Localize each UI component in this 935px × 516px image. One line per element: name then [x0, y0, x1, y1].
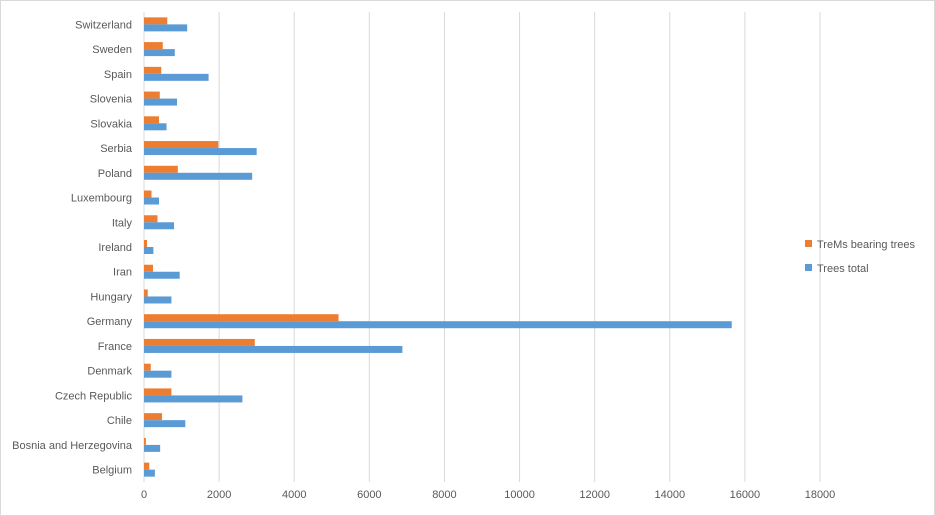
- bar-trees-total: [144, 271, 180, 279]
- category-label: Spain: [104, 69, 132, 81]
- x-tick-label: 0: [141, 489, 147, 501]
- bar-trems: [144, 289, 148, 297]
- x-tick-label: 14000: [654, 489, 685, 501]
- bar-trees-total: [144, 73, 209, 81]
- bar-trees-total: [144, 469, 155, 477]
- category-label: Ireland: [98, 242, 132, 254]
- category-labels: Belgium Bosnia and Herzegovina Chile Czech …: [12, 19, 133, 476]
- legend-swatch-trems: [805, 240, 812, 247]
- bar-trees-total: [144, 345, 403, 353]
- bar-trems: [144, 17, 168, 25]
- legend-label-trees-total: Trees total: [817, 263, 869, 275]
- bar-trems: [144, 338, 255, 346]
- bar-trees-total: [144, 98, 178, 106]
- x-tick-label: 12000: [579, 489, 610, 501]
- bar-trems: [144, 413, 163, 421]
- bar-trees-total: [144, 395, 243, 403]
- bar-trees-total: [144, 197, 160, 205]
- bar-trees-total: [144, 370, 172, 378]
- category-label: Bosnia and Herzegovina: [12, 440, 133, 452]
- category-label: Hungary: [90, 291, 132, 303]
- legend-label-trems: TreMs bearing trees: [817, 239, 916, 251]
- bar-trees-total: [144, 444, 161, 452]
- x-tick-label: 10000: [504, 489, 535, 501]
- category-label: Iran: [113, 267, 132, 279]
- legend-swatch-trees-total: [805, 264, 812, 271]
- category-label: Czech Republic: [55, 390, 133, 402]
- bar-trems: [144, 388, 172, 396]
- bars: [144, 17, 732, 477]
- category-label: Sweden: [92, 44, 132, 56]
- bar-trems: [144, 91, 160, 99]
- bar-trems: [144, 462, 150, 470]
- category-label: Serbia: [100, 143, 133, 155]
- bar-trems: [144, 141, 219, 149]
- bar-trees-total: [144, 247, 154, 254]
- bar-trees-total: [144, 420, 186, 428]
- bar-trems: [144, 437, 146, 445]
- category-label: Slovenia: [90, 94, 133, 106]
- category-label: Slovakia: [90, 118, 132, 130]
- bar-trems: [144, 66, 162, 74]
- x-tick-label: 16000: [730, 489, 761, 501]
- bar-trees-total: [144, 148, 257, 156]
- category-label: Belgium: [92, 465, 132, 477]
- bar-trems: [144, 314, 339, 322]
- category-label: Poland: [98, 168, 132, 180]
- bar-trems: [144, 240, 148, 247]
- bar-trems: [144, 363, 151, 371]
- gridlines: [143, 12, 821, 482]
- bar-trees-total: [144, 222, 175, 230]
- category-label: France: [98, 341, 132, 353]
- category-label: Switzerland: [75, 19, 132, 31]
- bar-trems: [144, 42, 163, 50]
- x-tick-label: 4000: [282, 489, 306, 501]
- x-tick-label: 2000: [207, 489, 231, 501]
- bar-trems: [144, 264, 154, 272]
- x-tick-label: 8000: [432, 489, 456, 501]
- x-tick-label: 18000: [805, 489, 836, 501]
- category-label: Denmark: [87, 366, 132, 378]
- bar-trees-total: [144, 296, 172, 304]
- bar-trees-total: [144, 24, 188, 32]
- bar-trees-total: [144, 321, 732, 329]
- bar-trees-total: [144, 123, 167, 131]
- bar-trems: [144, 190, 152, 198]
- category-label: Germany: [87, 316, 133, 328]
- x-axis-tick-labels: 0 2000 4000 6000 8000 10000 12000 14000 16000 180…: [141, 489, 835, 501]
- bar-trees-total: [144, 49, 175, 57]
- bar-trees-total: [144, 172, 253, 180]
- category-label: Italy: [112, 217, 133, 229]
- category-label: Chile: [107, 415, 132, 427]
- bar-trems: [144, 215, 158, 223]
- bar-trems: [144, 116, 160, 124]
- legend: TreMs bearing trees Trees total: [805, 239, 916, 275]
- category-label: Luxembourg: [71, 193, 132, 205]
- bar-trems: [144, 165, 178, 173]
- x-tick-label: 6000: [357, 489, 381, 501]
